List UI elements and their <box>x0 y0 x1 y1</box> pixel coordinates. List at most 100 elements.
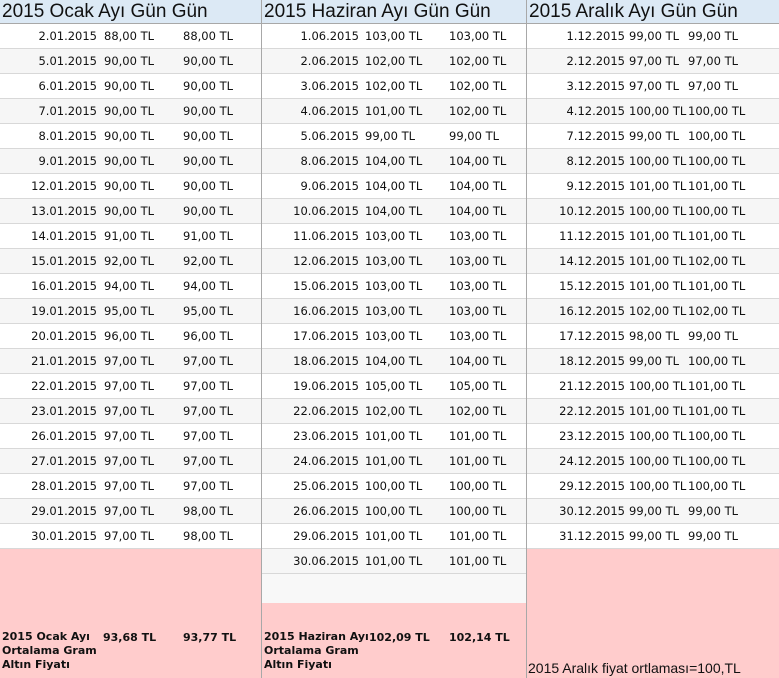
price-cell: 104,00 TL <box>365 154 423 168</box>
date-cell: 9.06.2015 <box>300 179 359 193</box>
rows-december: 1.12.2015 99,00 TL 99,00 TL 2.12.2015 97,00 … <box>527 24 779 549</box>
date-cell: 9.01.2015 <box>38 154 97 168</box>
date-cell: 12.01.2015 <box>31 179 97 193</box>
table-row: 30.01.2015 97,00 TL 98,00 TL <box>0 524 261 549</box>
price-cell: 101,00 TL <box>365 454 423 468</box>
table-row: 5.01.2015 90,00 TL 90,00 TL <box>0 49 261 74</box>
table-row: 31.12.2015 99,00 TL 99,00 TL <box>527 524 779 549</box>
price-cell: 103,00 TL <box>449 229 507 243</box>
date-cell: 30.12.2015 <box>559 504 625 518</box>
price-cell: 98,00 TL <box>629 329 680 343</box>
price-cell: 101,00 TL <box>449 529 507 543</box>
table-row: 1.12.2015 99,00 TL 99,00 TL <box>527 24 779 49</box>
column-june: 2015 Haziran Ayı Gün Gün 1.06.2015 103,00… <box>262 0 527 678</box>
table-row: 7.12.2015 99,00 TL 100,00 TL <box>527 124 779 149</box>
table-row: 24.06.2015 101,00 TL 101,00 TL <box>262 449 526 474</box>
date-cell: 26.01.2015 <box>31 429 97 443</box>
date-cell: 21.01.2015 <box>31 354 97 368</box>
table-row: 5.06.2015 99,00 TL 99,00 TL <box>262 124 526 149</box>
price-cell: 101,00 TL <box>688 229 746 243</box>
price-cell: 103,00 TL <box>365 304 423 318</box>
price-cell: 101,00 TL <box>365 104 423 118</box>
date-cell: 23.01.2015 <box>31 404 97 418</box>
price-cell: 100,00 TL <box>688 104 746 118</box>
price-cell: 104,00 TL <box>365 179 423 193</box>
table-row: 17.06.2015 103,00 TL 103,00 TL <box>262 324 526 349</box>
price-cell: 99,00 TL <box>688 504 739 518</box>
price-cell: 100,00 TL <box>365 479 423 493</box>
price-cell: 102,00 TL <box>449 404 507 418</box>
table-row: 15.01.2015 92,00 TL 92,00 TL <box>0 249 261 274</box>
table-row: 9.06.2015 104,00 TL 104,00 TL <box>262 174 526 199</box>
table-row: 2.12.2015 97,00 TL 97,00 TL <box>527 49 779 74</box>
date-cell: 5.06.2015 <box>300 129 359 143</box>
price-cell: 101,00 TL <box>449 454 507 468</box>
date-cell: 7.12.2015 <box>566 129 625 143</box>
date-cell: 29.06.2015 <box>293 529 359 543</box>
price-cell: 99,00 TL <box>629 504 680 518</box>
price-cell: 97,00 TL <box>688 54 739 68</box>
date-cell: 23.06.2015 <box>293 429 359 443</box>
date-cell: 15.01.2015 <box>31 254 97 268</box>
date-cell: 15.06.2015 <box>293 279 359 293</box>
date-cell: 9.12.2015 <box>566 179 625 193</box>
price-cell: 101,00 TL <box>365 429 423 443</box>
table-row: 13.01.2015 90,00 TL 90,00 TL <box>0 199 261 224</box>
price-cell: 96,00 TL <box>104 329 155 343</box>
date-cell: 12.06.2015 <box>293 254 359 268</box>
price-cell: 100,00 TL <box>629 429 687 443</box>
price-cell: 100,00 TL <box>629 104 687 118</box>
price-cell: 98,00 TL <box>183 529 234 543</box>
date-cell: 4.06.2015 <box>300 104 359 118</box>
price-cell: 99,00 TL <box>688 29 739 43</box>
table-row: 9.01.2015 90,00 TL 90,00 TL <box>0 149 261 174</box>
price-cell: 91,00 TL <box>183 229 234 243</box>
price-cell: 97,00 TL <box>183 354 234 368</box>
price-cell: 103,00 TL <box>365 254 423 268</box>
table-row: 22.01.2015 97,00 TL 97,00 TL <box>0 374 261 399</box>
date-cell: 29.12.2015 <box>559 479 625 493</box>
table-row: 25.06.2015 100,00 TL 100,00 TL <box>262 474 526 499</box>
date-cell: 26.06.2015 <box>293 504 359 518</box>
summary-label: 2015 Ocak Ayı Ortalama Gram Altın Fiyatı <box>2 630 97 671</box>
date-cell: 1.06.2015 <box>300 29 359 43</box>
price-cell: 101,00 TL <box>629 279 687 293</box>
date-cell: 21.12.2015 <box>559 379 625 393</box>
price-cell: 103,00 TL <box>365 329 423 343</box>
date-cell: 16.06.2015 <box>293 304 359 318</box>
table-row: 28.01.2015 97,00 TL 97,00 TL <box>0 474 261 499</box>
price-cell: 90,00 TL <box>104 129 155 143</box>
price-cell: 102,00 TL <box>449 79 507 93</box>
table-row: 16.01.2015 94,00 TL 94,00 TL <box>0 274 261 299</box>
date-cell: 30.01.2015 <box>31 529 97 543</box>
date-cell: 2.06.2015 <box>300 54 359 68</box>
price-cell: 90,00 TL <box>104 179 155 193</box>
date-cell: 14.12.2015 <box>559 254 625 268</box>
price-cell: 103,00 TL <box>449 329 507 343</box>
price-cell: 100,00 TL <box>365 504 423 518</box>
summary-block <box>262 603 526 678</box>
date-cell: 2.01.2015 <box>38 29 97 43</box>
table-row: 6.01.2015 90,00 TL 90,00 TL <box>0 74 261 99</box>
price-cell: 97,00 TL <box>183 379 234 393</box>
price-cell: 97,00 TL <box>104 504 155 518</box>
date-cell: 30.06.2015 <box>293 554 359 568</box>
price-cell: 90,00 TL <box>183 104 234 118</box>
table-row: 22.06.2015 102,00 TL 102,00 TL <box>262 399 526 424</box>
price-cell: 102,00 TL <box>365 54 423 68</box>
table-row: 22.12.2015 101,00 TL 101,00 TL <box>527 399 779 424</box>
price-cell: 100,00 TL <box>688 479 746 493</box>
table-row: 8.12.2015 100,00 TL 100,00 TL <box>527 149 779 174</box>
price-cell: 99,00 TL <box>629 354 680 368</box>
table-row: 23.12.2015 100,00 TL 100,00 TL <box>527 424 779 449</box>
date-cell: 24.06.2015 <box>293 454 359 468</box>
date-cell: 22.06.2015 <box>293 404 359 418</box>
price-cell: 101,00 TL <box>629 229 687 243</box>
price-cell: 104,00 TL <box>449 179 507 193</box>
column-header: 2015 Ocak Ayı Gün Gün <box>0 0 261 24</box>
date-cell: 10.12.2015 <box>559 204 625 218</box>
summary-value-2: 102,14 TL <box>449 631 510 644</box>
price-cell: 103,00 TL <box>449 279 507 293</box>
summary-value-1: 93,68 TL <box>103 631 157 644</box>
